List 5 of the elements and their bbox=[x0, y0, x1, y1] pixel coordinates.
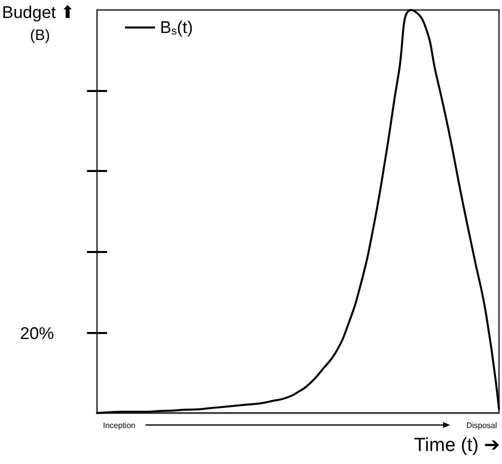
y-axis-title: Budget ⬆ (B) bbox=[2, 3, 75, 44]
text: Inception bbox=[103, 421, 136, 430]
x-axis-title: Time (t) ➔ bbox=[414, 435, 500, 456]
text: Disposal bbox=[466, 421, 498, 430]
text: 20% bbox=[20, 324, 54, 343]
